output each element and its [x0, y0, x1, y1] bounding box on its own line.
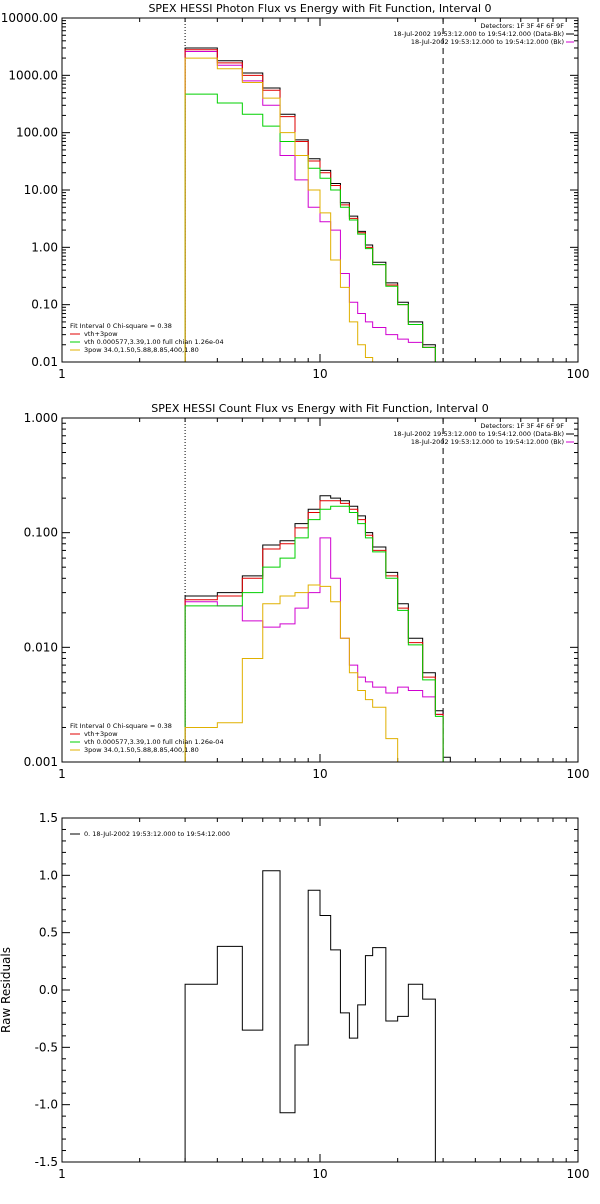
legend-entry: vth+3pow — [84, 330, 118, 338]
x-tick-label: 10 — [312, 367, 327, 381]
header-line: 18-Jul-2002 19:53:12.000 to 19:54:12.000… — [393, 30, 564, 38]
chart-title: SPEX HESSI Count Flux vs Energy with Fit… — [151, 402, 488, 415]
plot-panel-1: SPEX HESSI Photon Flux vs Energy with Fi… — [1, 2, 590, 381]
header-line: 18-Jul-2002 19:53:12.000 to 19:54:12.000… — [411, 438, 564, 446]
x-tick-label: 1 — [58, 767, 66, 781]
y-tick-label: 0.10 — [31, 298, 58, 312]
y-tick-label: 0.100 — [24, 526, 58, 540]
series-line-4 — [184, 505, 444, 762]
legend-entry: vth+3pow — [84, 730, 118, 738]
plot-panel-2: SPEX HESSI Count Flux vs Energy with Fit… — [24, 402, 590, 781]
x-tick-label: 10 — [312, 1167, 327, 1181]
series-line-4 — [184, 93, 436, 362]
legend-entry: vth 0.000577,3.39,1.00 full chian 1.26e-… — [84, 338, 224, 346]
series-line-2 — [184, 51, 444, 362]
plot-frame — [61, 817, 579, 1163]
y-axis-label: Raw Residuals — [0, 947, 13, 1033]
y-tick-label: 0.01 — [31, 355, 58, 369]
y-tick-label: 0.001 — [24, 755, 58, 769]
legend-entry: 3pow 34.0,1.50,5.88,8.85,400,1.80 — [84, 746, 199, 754]
plot-frame — [61, 417, 579, 763]
x-tick-label: 10 — [312, 767, 327, 781]
y-tick-label: -1.0 — [35, 1098, 58, 1112]
y-tick-label: 100.00 — [16, 126, 58, 140]
legend-entry: Fit Interval 0 Chi-square = 0.38 — [70, 722, 172, 730]
x-tick-label: 1 — [58, 367, 66, 381]
y-tick-label: 1.5 — [39, 811, 58, 825]
plot-frame — [61, 17, 579, 363]
series-line-1 — [184, 870, 444, 1162]
x-tick-label: 100 — [567, 1167, 590, 1181]
legend-entry: Fit Interval 0 Chi-square = 0.38 — [70, 322, 172, 330]
y-tick-label: 10.00 — [24, 183, 58, 197]
series-line-1 — [184, 47, 444, 362]
y-tick-label: 0.0 — [39, 983, 58, 997]
header-line: 18-Jul-2002 19:53:12.000 to 19:54:12.000… — [411, 38, 564, 46]
series-group — [184, 495, 451, 762]
y-tick-label: 10000.00 — [1, 11, 58, 25]
series-group — [184, 47, 444, 362]
x-tick-label: 1 — [58, 1167, 66, 1181]
series-line-5 — [184, 57, 386, 362]
chart-title: SPEX HESSI Photon Flux vs Energy with Fi… — [148, 2, 491, 15]
series-line-1 — [184, 495, 451, 762]
series-line-5 — [184, 584, 409, 762]
series-line-3 — [184, 49, 436, 362]
y-tick-label: 1.000 — [24, 411, 58, 425]
y-tick-label: 1.00 — [31, 240, 58, 254]
x-tick-label: 100 — [567, 767, 590, 781]
header-line: Detectors: 1F 3F 4F 6F 9F — [480, 22, 564, 30]
legend-entry: 0. 18-Jul-2002 19:53:12.000 to 19:54:12.… — [84, 830, 230, 838]
y-tick-label: -0.5 — [35, 1040, 58, 1054]
series-group — [184, 870, 444, 1162]
legend-entry: vth 0.000577,3.39,1.00 full chian 1.26e-… — [84, 738, 224, 746]
plot-panel-3: Raw Residuals 1 10 100 -1.5 -1.0 -0.5 0.0 0.5 1.0… — [0, 811, 589, 1181]
header-line: Detectors: 1F 3F 4F 6F 9F — [480, 422, 564, 430]
series-line-2 — [184, 537, 444, 762]
header-line: 18-Jul-2002 19:53:12.000 to 19:54:12.000… — [393, 430, 564, 438]
x-tick-label: 100 — [567, 367, 590, 381]
legend-entry: 3pow 34.0,1.50,5.88,8.85,400,1.80 — [84, 346, 199, 354]
y-tick-label: 1.0 — [39, 868, 58, 882]
y-tick-label: 1000.00 — [8, 68, 58, 82]
y-tick-label: 0.010 — [24, 640, 58, 654]
y-tick-label: 0.5 — [39, 926, 58, 940]
y-tick-label: -1.5 — [35, 1155, 58, 1169]
